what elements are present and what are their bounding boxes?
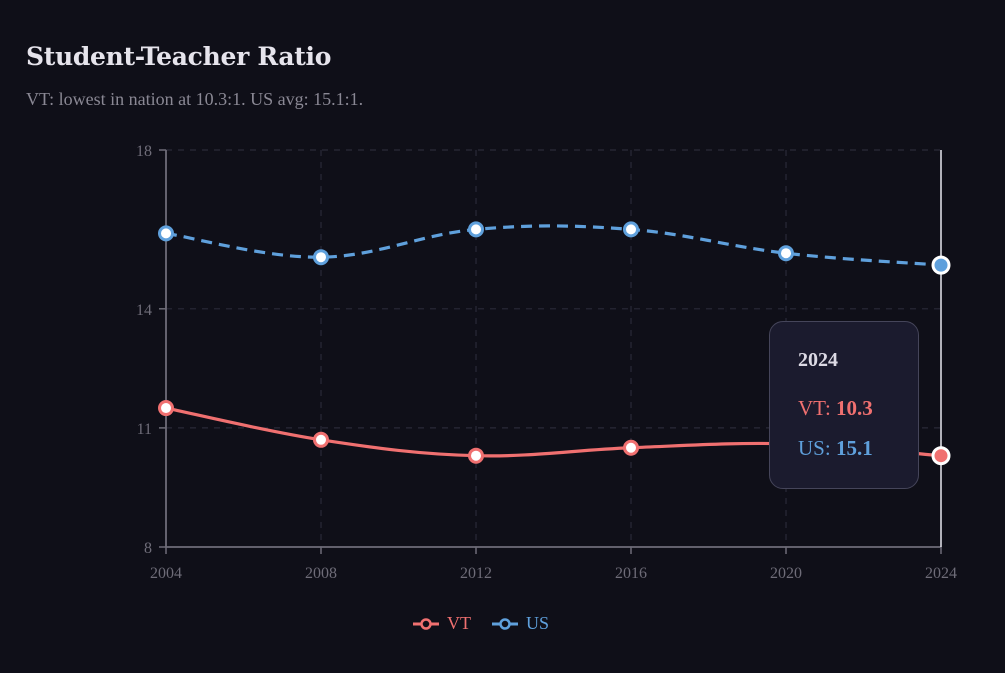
data-point-us[interactable] — [623, 221, 639, 238]
data-point-us[interactable] — [778, 245, 794, 262]
chart-subtitle: VT: lowest in nation at 10.3:1. US avg: … — [26, 89, 364, 109]
tooltip-row-us: US: 15.1 — [798, 436, 873, 461]
y-tick-label: 14 — [136, 302, 152, 319]
data-point-us[interactable] — [468, 221, 484, 238]
data-point-vt[interactable] — [623, 439, 639, 456]
tooltip-value-us: 15.1 — [835, 436, 873, 460]
x-tick-label: 2008 — [305, 565, 337, 582]
series-line-us — [165, 224, 942, 267]
data-point-vt[interactable] — [468, 447, 484, 464]
data-points[interactable] — [158, 221, 951, 466]
legend-item-vt[interactable]: VT — [412, 613, 471, 634]
legend-label-vt: VT — [447, 613, 471, 633]
tooltip: 2024 VT: 10.3 US: 15.1 — [769, 321, 919, 489]
circle-line-icon — [492, 617, 518, 630]
active-point-vt[interactable] — [931, 446, 951, 466]
y-tick-label: 8 — [144, 540, 152, 557]
data-point-us[interactable] — [313, 249, 329, 266]
tooltip-year: 2024 — [798, 349, 838, 371]
tooltip-value-vt: 10.3 — [836, 396, 873, 420]
data-point-us[interactable] — [158, 225, 174, 242]
x-tick-label: 2024 — [925, 565, 957, 582]
legend-item-us[interactable]: US — [491, 613, 549, 634]
y-tick-label: 18 — [136, 143, 152, 160]
x-tick-label: 2020 — [770, 565, 802, 582]
data-point-vt[interactable] — [313, 431, 329, 448]
x-tick-label: 2004 — [150, 565, 182, 582]
legend: VT US — [412, 613, 569, 634]
legend-label-us: US — [526, 613, 550, 633]
x-tick-label: 2012 — [460, 565, 492, 582]
data-point-vt[interactable] — [158, 400, 174, 417]
y-tick-label: 11 — [137, 421, 152, 438]
chart-title: Student-Teacher Ratio — [26, 42, 332, 71]
tooltip-label-vt: VT: — [798, 396, 837, 420]
grid-lines — [166, 149, 941, 547]
x-tick-label: 2016 — [615, 565, 647, 582]
circle-line-icon — [413, 617, 439, 630]
tooltip-row-vt: VT: 10.3 — [798, 396, 873, 421]
tooltip-label-us: US: — [798, 436, 836, 460]
active-point-us[interactable] — [931, 255, 951, 275]
axes: 8 11 14 18 2004 2008 2012 2016 2020 2024 — [136, 143, 957, 582]
